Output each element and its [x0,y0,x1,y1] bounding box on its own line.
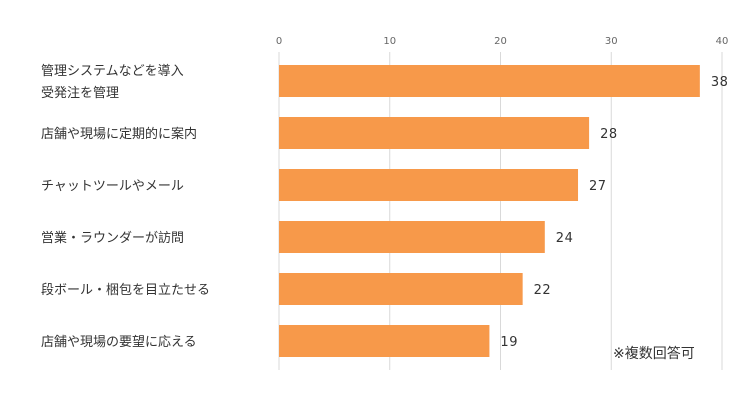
category-label-4: 営業・ラウンダーが訪問 [41,230,184,246]
bar-2 [279,117,590,149]
category-label-2-line-1: 店舗や現場に定期的に案内 [41,126,197,142]
category-labels: 管理システムなどを導入受発注を管理店舗や現場に定期的に案内チャットツールやメール… [41,64,210,350]
category-label-2: 店舗や現場に定期的に案内 [41,126,197,142]
category-label-3: チャットツールやメール [41,179,184,194]
value-label-2: 28 [600,127,618,142]
bars [279,65,700,357]
category-label-3-line-1: チャットツールやメール [41,179,184,194]
x-tick-label-20: 20 [494,36,507,47]
bar-1 [279,65,700,97]
value-labels: 38 28 27 24 22 19 [500,75,729,350]
category-label-5: 段ボール・梱包を目立たせる [41,283,210,298]
value-label-1: 38 [711,75,729,90]
category-label-6: 店舗や現場の要望に応える [41,334,197,350]
footnote: ※複数回答可 [613,345,695,362]
category-label-1-line-2: 受発注を管理 [41,86,119,101]
bar-6 [279,325,490,357]
x-tick-label-30: 30 [605,36,618,47]
category-label-1: 管理システムなどを導入受発注を管理 [41,64,184,101]
bar-3 [279,169,579,201]
bar-4 [279,221,545,253]
bar-5 [279,273,523,305]
x-tick-label-10: 10 [383,36,396,47]
x-tick-label-40: 40 [716,36,729,47]
x-tick-labels: 0 10 20 30 40 [276,36,729,47]
value-label-6: 19 [500,335,518,350]
grid-layer [278,52,723,370]
value-label-4: 24 [556,231,574,246]
category-label-5-line-1: 段ボール・梱包を目立たせる [41,283,210,298]
x-tick-label-0: 0 [276,36,282,47]
category-label-6-line-1: 店舗や現場の要望に応える [41,334,197,350]
category-label-4-line-1: 営業・ラウンダーが訪問 [41,230,184,246]
value-label-5: 22 [534,283,552,298]
category-label-1-line-1: 管理システムなどを導入 [41,64,184,79]
value-label-3: 27 [589,179,607,194]
